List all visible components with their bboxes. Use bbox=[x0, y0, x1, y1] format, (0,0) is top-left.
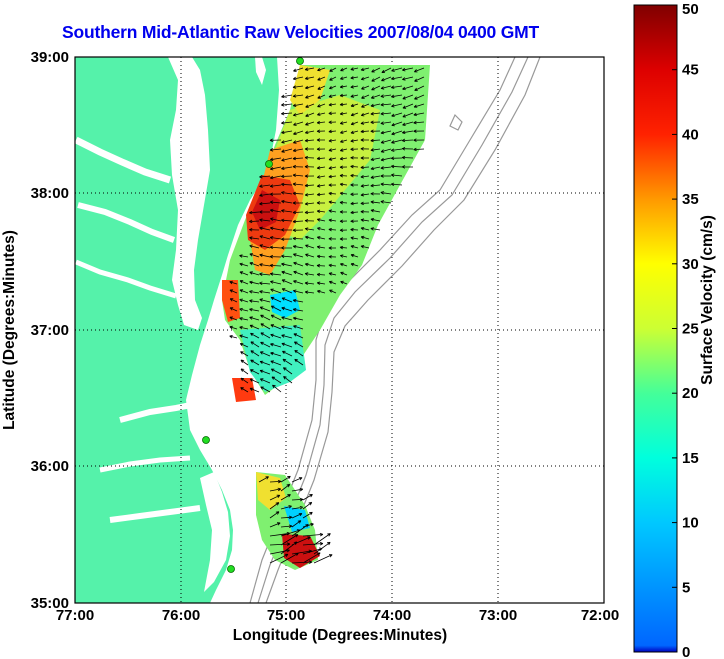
x-tick: 72:00 bbox=[581, 607, 619, 624]
delaware-bay bbox=[255, 57, 266, 85]
colorbar-tick-label: 10 bbox=[682, 515, 699, 532]
colorbar-tick-label: 25 bbox=[682, 321, 699, 338]
radar-stations bbox=[202, 57, 304, 573]
colorbar-tick-label: 40 bbox=[682, 126, 699, 143]
colorbar-label: Surface Velocity (cm/s) bbox=[699, 215, 716, 385]
velocity-field-north bbox=[222, 65, 430, 402]
velocity-vectors bbox=[229, 67, 425, 564]
river-2 bbox=[77, 202, 176, 243]
x-tick: 76:00 bbox=[162, 607, 200, 624]
x-tick: 73:00 bbox=[479, 607, 517, 624]
river-4 bbox=[119, 401, 197, 423]
colorbar-tick-label: 50 bbox=[682, 1, 699, 18]
colorbar-tick-label: 5 bbox=[682, 579, 690, 596]
river-5 bbox=[99, 455, 191, 473]
plot-frame bbox=[74, 56, 605, 604]
velocity-arrows bbox=[229, 67, 425, 564]
chesapeake-bay bbox=[168, 57, 210, 330]
x-tick: 74:00 bbox=[373, 607, 411, 624]
x-tick: 75:00 bbox=[267, 607, 305, 624]
station-marker bbox=[202, 436, 210, 444]
river-3 bbox=[75, 259, 177, 299]
colorbar-tick-label: 30 bbox=[682, 256, 699, 273]
colorbar-tick-label: 45 bbox=[682, 62, 699, 79]
colorbar-tick-label: 35 bbox=[682, 191, 699, 208]
y-tick: 38:00 bbox=[31, 185, 69, 202]
colorbar-gradient bbox=[633, 4, 678, 653]
y-axis-label: Latitude (Degrees:Minutes) bbox=[1, 230, 18, 430]
colorbar-ticks: 0 5 10 15 20 25 30 35 40 45 50 bbox=[672, 1, 699, 659]
river-6 bbox=[109, 505, 201, 523]
y-tick: 39:00 bbox=[31, 49, 69, 66]
map-title: Southern Mid-Atlantic Raw Velocities 200… bbox=[62, 22, 540, 42]
station-marker bbox=[296, 57, 304, 65]
station-marker bbox=[227, 565, 235, 573]
station-marker bbox=[265, 160, 273, 168]
colorbar-tick-label: 15 bbox=[682, 450, 699, 467]
river-1 bbox=[75, 136, 172, 184]
colorbar: 0 5 10 15 20 25 30 35 40 45 50 Surface Velocity (c… bbox=[633, 1, 716, 659]
y-tick: 37:00 bbox=[31, 322, 69, 339]
pamlico-sound bbox=[200, 472, 230, 592]
y-tick: 36:00 bbox=[31, 458, 69, 475]
x-axis-label: Longitude (Degrees:Minutes) bbox=[233, 627, 447, 644]
y-axis: 35:00 36:00 37:00 38:00 39:00 Latitude (… bbox=[1, 49, 69, 612]
colorbar-tick-label: 0 bbox=[682, 644, 690, 659]
x-tick: 77:00 bbox=[56, 607, 94, 624]
colorbar-tick-label: 20 bbox=[682, 385, 699, 402]
x-axis: 77:00 76:00 75:00 74:00 73:00 72:00 Long… bbox=[56, 607, 619, 644]
y-tick: 35:00 bbox=[31, 595, 69, 612]
